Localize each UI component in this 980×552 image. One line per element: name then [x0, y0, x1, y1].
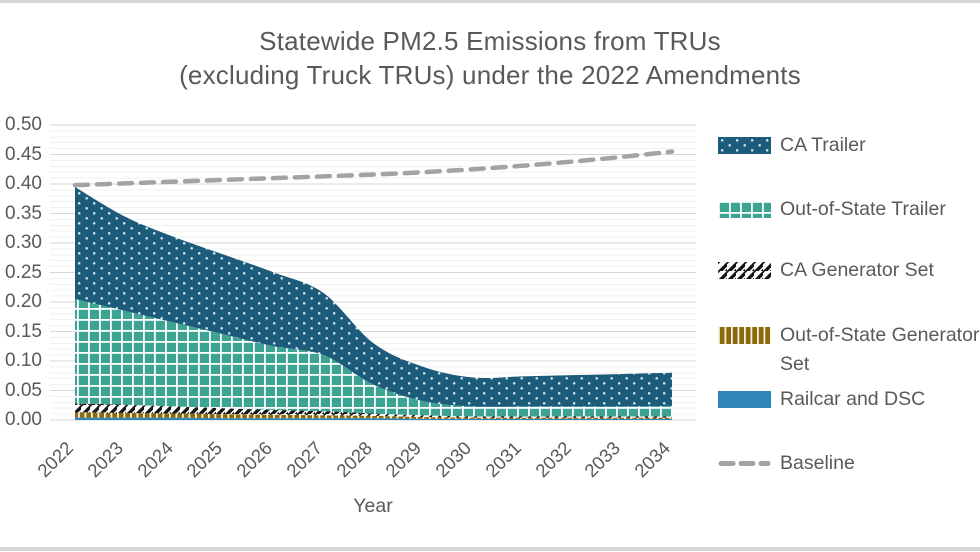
y-tick-label: 0.05: [5, 379, 42, 401]
legend-swatch-baseline-dashed-line-icon: [718, 461, 771, 466]
legend-item-out-of-state-trailer: Out-of-State Trailer: [718, 198, 946, 221]
legend-swatch-vertical-icon: [718, 327, 771, 344]
legend-label: Baseline: [780, 452, 855, 474]
y-tick-label: 0.25: [5, 261, 42, 283]
area-ca-generator-set: [75, 403, 672, 418]
legend-swatch-solid-icon: [718, 391, 771, 408]
y-tick-label: 0.35: [5, 202, 42, 224]
chart-title: Statewide PM2.5 Emissions from TRUs (exc…: [0, 24, 980, 92]
legend-label: Railcar and DSC: [780, 388, 926, 410]
legend-swatch-dots-icon: [718, 137, 771, 154]
page-top-edge: [0, 0, 980, 3]
area-railcar-and-dsc: [75, 417, 672, 420]
legend-item-baseline: Baseline: [718, 452, 855, 475]
legend-label: Out-of-State Trailer: [780, 198, 946, 220]
legend-label: CA Trailer: [780, 134, 866, 156]
y-tick-label: 0.10: [5, 350, 42, 371]
x-axis-title: Year: [353, 495, 393, 517]
legend-label: CA Generator Set: [780, 259, 934, 281]
y-tick-label: 0.15: [5, 320, 42, 342]
y-tick-label: 0.30: [5, 232, 42, 253]
baseline-line: [72, 149, 675, 188]
area-out-of-state-generator-set: [75, 412, 672, 419]
legend-item-out-of-state-generator-set: Out-of-State Generator Set: [718, 321, 980, 379]
legend-swatch-grid-icon: [718, 201, 771, 218]
legend-swatch-diagonal-icon: [718, 262, 771, 279]
area-series: [75, 186, 672, 420]
chart-title-line2: (excluding Truck TRUs) under the 2022 Am…: [179, 60, 801, 90]
area-ca-trailer: [75, 186, 672, 407]
y-tick-label: 0.45: [5, 143, 42, 165]
legend-item-railcar-and-dsc: Railcar and DSC: [718, 388, 925, 411]
page-bottom-edge: [0, 547, 980, 551]
area-out-of-state-trailer: [75, 299, 672, 417]
y-tick-label: 0.50: [5, 114, 42, 135]
y-tick-label: 0.20: [5, 291, 42, 312]
legend-label: Out-of-State Generator Set: [780, 324, 980, 375]
legend-item-ca-generator-set: CA Generator Set: [718, 259, 934, 282]
legend-item-ca-trailer: CA Trailer: [718, 134, 866, 157]
y-tick-label: 0.00: [5, 409, 42, 430]
chart-title-line1: Statewide PM2.5 Emissions from TRUs: [259, 26, 721, 56]
y-tick-label: 0.40: [5, 173, 42, 194]
